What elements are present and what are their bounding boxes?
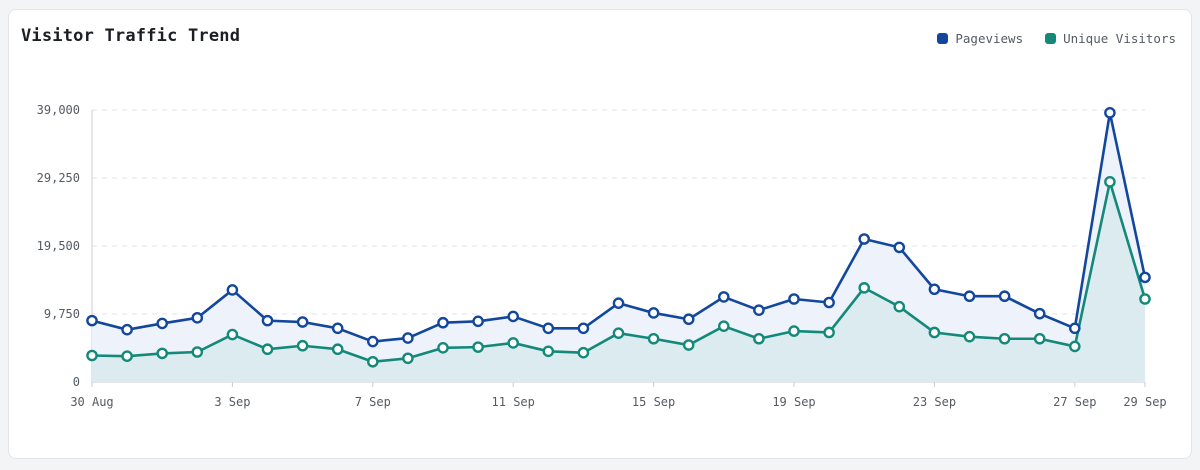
data-point-pageviews[interactable] (963, 290, 976, 303)
data-point-pageviews[interactable] (823, 296, 835, 309)
data-point-pageviews[interactable] (1069, 322, 1081, 335)
data-point-unique-visitors[interactable] (858, 282, 871, 294)
data-point-pageviews[interactable] (366, 335, 379, 348)
data-point-pageviews[interactable] (1033, 307, 1046, 320)
x-tick-label: 3 Sep (214, 395, 250, 409)
data-point-pageviews[interactable] (156, 317, 168, 330)
data-point-pageviews[interactable] (718, 291, 730, 303)
y-tick-label: 9,750 (44, 307, 80, 321)
data-point-unique-visitors[interactable] (1104, 176, 1116, 188)
data-point-unique-visitors[interactable] (86, 349, 98, 362)
data-point-pageviews[interactable] (437, 316, 449, 329)
x-tick-label: 19 Sep (772, 395, 815, 409)
data-point-unique-visitors[interactable] (577, 346, 590, 359)
data-point-pageviews[interactable] (928, 283, 941, 296)
x-tick-label: 7 Sep (355, 395, 391, 409)
data-point-pageviews[interactable] (472, 315, 484, 328)
data-point-unique-visitors[interactable] (156, 347, 168, 360)
chart-card (8, 9, 1192, 459)
data-point-unique-visitors[interactable] (261, 343, 274, 356)
data-point-pageviews[interactable] (893, 241, 906, 254)
data-point-unique-visitors[interactable] (753, 332, 765, 345)
data-point-pageviews[interactable] (998, 290, 1011, 303)
data-point-unique-visitors[interactable] (296, 339, 309, 352)
data-point-pageviews[interactable] (577, 322, 590, 335)
data-point-unique-visitors[interactable] (1033, 332, 1046, 345)
data-point-unique-visitors[interactable] (507, 337, 520, 349)
data-point-pageviews[interactable] (788, 293, 800, 305)
data-point-pageviews[interactable] (507, 310, 520, 323)
data-point-unique-visitors[interactable] (1139, 293, 1151, 305)
data-point-unique-visitors[interactable] (402, 352, 414, 365)
data-point-pageviews[interactable] (542, 322, 555, 335)
x-tick-label: 11 Sep (492, 395, 535, 409)
y-tick-label: 0 (73, 375, 80, 389)
data-point-unique-visitors[interactable] (226, 328, 239, 341)
y-tick-label: 19,500 (37, 239, 80, 253)
legend-item-unique-visitors[interactable]: Unique Visitors (1045, 31, 1176, 46)
legend-swatch-unique-visitors (1045, 33, 1057, 44)
data-point-pageviews[interactable] (612, 297, 625, 309)
data-point-pageviews[interactable] (296, 316, 309, 328)
chart-title: Visitor Traffic Trend (21, 26, 241, 46)
legend-label-unique-visitors: Unique Visitors (1063, 31, 1176, 46)
data-point-pageviews[interactable] (682, 313, 695, 326)
data-point-unique-visitors[interactable] (1069, 340, 1081, 353)
data-point-unique-visitors[interactable] (366, 355, 379, 368)
x-tick-label: 27 Sep (1053, 395, 1096, 409)
data-point-pageviews[interactable] (121, 323, 133, 336)
data-point-unique-visitors[interactable] (718, 320, 730, 333)
x-tick-label: 15 Sep (632, 395, 675, 409)
data-point-pageviews[interactable] (753, 304, 765, 316)
data-point-pageviews[interactable] (647, 307, 660, 319)
data-point-unique-visitors[interactable] (542, 345, 555, 358)
data-point-unique-visitors[interactable] (331, 343, 344, 356)
data-point-unique-visitors[interactable] (788, 325, 800, 337)
data-point-unique-visitors[interactable] (437, 342, 449, 354)
data-point-unique-visitors[interactable] (472, 341, 484, 353)
data-point-pageviews[interactable] (86, 314, 98, 327)
data-point-unique-visitors[interactable] (647, 332, 660, 345)
data-point-pageviews[interactable] (1139, 271, 1151, 284)
data-point-unique-visitors[interactable] (998, 332, 1011, 345)
data-point-unique-visitors[interactable] (893, 300, 906, 313)
legend-swatch-pageviews (937, 33, 949, 44)
x-tick-label: 29 Sep (1123, 395, 1166, 409)
area-unique-visitors (92, 181, 1145, 382)
data-point-pageviews[interactable] (858, 233, 871, 245)
x-tick-label: 30 Aug (70, 395, 113, 409)
data-point-pageviews[interactable] (191, 312, 204, 324)
data-point-unique-visitors[interactable] (612, 327, 625, 339)
data-point-pageviews[interactable] (331, 322, 344, 335)
data-point-unique-visitors[interactable] (121, 350, 133, 362)
y-tick-label: 39,000 (37, 103, 80, 117)
data-point-unique-visitors[interactable] (682, 339, 695, 351)
x-tick-label: 23 Sep (913, 395, 956, 409)
data-point-pageviews[interactable] (226, 284, 239, 296)
legend-item-pageviews[interactable]: Pageviews (937, 31, 1023, 46)
data-point-pageviews[interactable] (1104, 106, 1116, 119)
data-point-unique-visitors[interactable] (963, 330, 976, 343)
data-point-pageviews[interactable] (402, 332, 414, 344)
data-point-unique-visitors[interactable] (823, 326, 835, 339)
data-point-unique-visitors[interactable] (928, 326, 941, 339)
y-tick-label: 29,250 (37, 171, 80, 185)
data-point-unique-visitors[interactable] (191, 346, 204, 358)
data-point-pageviews[interactable] (261, 314, 274, 327)
legend-label-pageviews: Pageviews (955, 31, 1024, 46)
chart-legend: Pageviews Unique Visitors (937, 31, 1176, 46)
